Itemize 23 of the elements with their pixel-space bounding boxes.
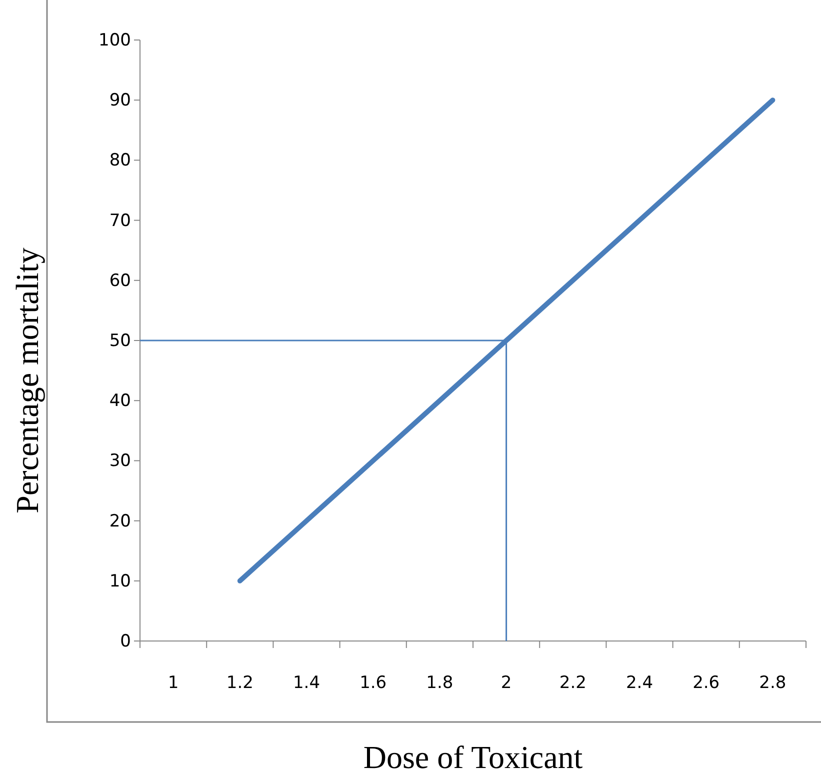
x-tick-label: 1.2 [226,673,254,694]
x-tick-label: 1.6 [360,673,387,694]
x-tick-label: 1 [168,673,179,694]
y-tick-label: 40 [109,391,131,412]
y-tick-label: 80 [109,150,131,171]
x-axis-title: Dose of Toxicant [363,739,583,772]
y-tick-label: 50 [109,330,131,351]
y-tick-label: 100 [98,30,131,50]
y-tick-label: 60 [109,270,131,291]
y-tick-label: 10 [109,571,131,592]
y-tick-label: 30 [109,451,131,472]
x-tick-label: 2.6 [692,673,720,694]
y-tick-label: 70 [109,210,131,231]
y-tick-label: 20 [109,511,131,532]
x-tick-label: 2.8 [759,673,786,694]
y-tick-label: 0 [120,631,131,652]
x-tick-label: 2.4 [626,673,654,694]
x-tick-label: 2 [500,673,512,694]
y-axis-title: Percentage mortality [9,248,45,514]
x-tick-label: 2.2 [559,673,586,694]
x-tick-label: 1.8 [426,673,454,694]
y-tick-label: 90 [109,90,131,111]
x-tick-label: 1.4 [292,673,320,694]
